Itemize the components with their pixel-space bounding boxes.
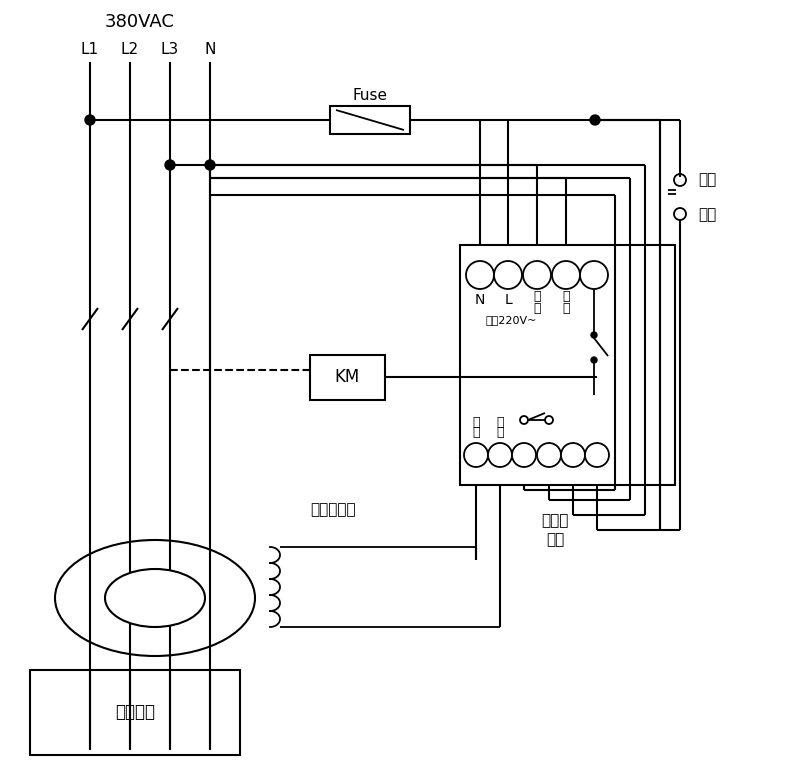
Circle shape xyxy=(561,443,585,467)
Circle shape xyxy=(466,261,494,289)
Circle shape xyxy=(523,261,551,289)
Text: 开关: 开关 xyxy=(698,208,716,223)
Text: 6: 6 xyxy=(533,268,542,282)
Text: N: N xyxy=(204,42,216,58)
Text: L1: L1 xyxy=(81,42,99,58)
Circle shape xyxy=(512,443,536,467)
Bar xyxy=(330,106,410,134)
Circle shape xyxy=(591,332,597,338)
Bar xyxy=(460,245,675,485)
Text: 3: 3 xyxy=(593,448,601,462)
Text: 验: 验 xyxy=(562,301,570,315)
Text: 自锁: 自锁 xyxy=(698,173,716,187)
Text: 接声光
报警: 接声光 报警 xyxy=(542,513,569,547)
Text: 号: 号 xyxy=(472,426,480,440)
Text: 9: 9 xyxy=(472,448,480,462)
Text: 试: 试 xyxy=(534,291,541,304)
Circle shape xyxy=(165,160,175,170)
Text: 试: 试 xyxy=(562,291,570,304)
Text: 信: 信 xyxy=(496,416,504,430)
Circle shape xyxy=(552,261,580,289)
Text: 4: 4 xyxy=(590,268,598,282)
Text: 380VAC: 380VAC xyxy=(105,13,175,31)
Text: L2: L2 xyxy=(121,42,139,58)
Circle shape xyxy=(590,115,600,125)
Text: 2: 2 xyxy=(569,448,577,462)
Circle shape xyxy=(494,261,522,289)
Text: 8: 8 xyxy=(475,268,485,282)
Text: 电源220V~: 电源220V~ xyxy=(485,315,536,325)
Text: 5: 5 xyxy=(562,268,570,282)
Text: 7: 7 xyxy=(504,268,512,282)
Text: 零序互感器: 零序互感器 xyxy=(310,502,356,518)
Text: 验: 验 xyxy=(534,301,541,315)
Circle shape xyxy=(537,443,561,467)
Text: N: N xyxy=(475,293,485,307)
Text: 10: 10 xyxy=(492,448,508,462)
Circle shape xyxy=(85,115,95,125)
Circle shape xyxy=(205,160,215,170)
Text: L3: L3 xyxy=(161,42,179,58)
Bar xyxy=(30,670,240,755)
Text: 信: 信 xyxy=(472,416,480,430)
Circle shape xyxy=(591,357,597,363)
Circle shape xyxy=(464,443,488,467)
Text: Fuse: Fuse xyxy=(353,87,387,102)
Circle shape xyxy=(585,443,609,467)
Text: 11: 11 xyxy=(516,448,532,462)
Text: KM: KM xyxy=(335,369,360,387)
Text: 号: 号 xyxy=(496,426,504,440)
Text: 1: 1 xyxy=(545,448,553,462)
Ellipse shape xyxy=(105,569,205,627)
Text: 用户设备: 用户设备 xyxy=(115,703,155,721)
Circle shape xyxy=(580,261,608,289)
Circle shape xyxy=(488,443,512,467)
Text: L: L xyxy=(504,293,512,307)
Bar xyxy=(310,355,385,400)
